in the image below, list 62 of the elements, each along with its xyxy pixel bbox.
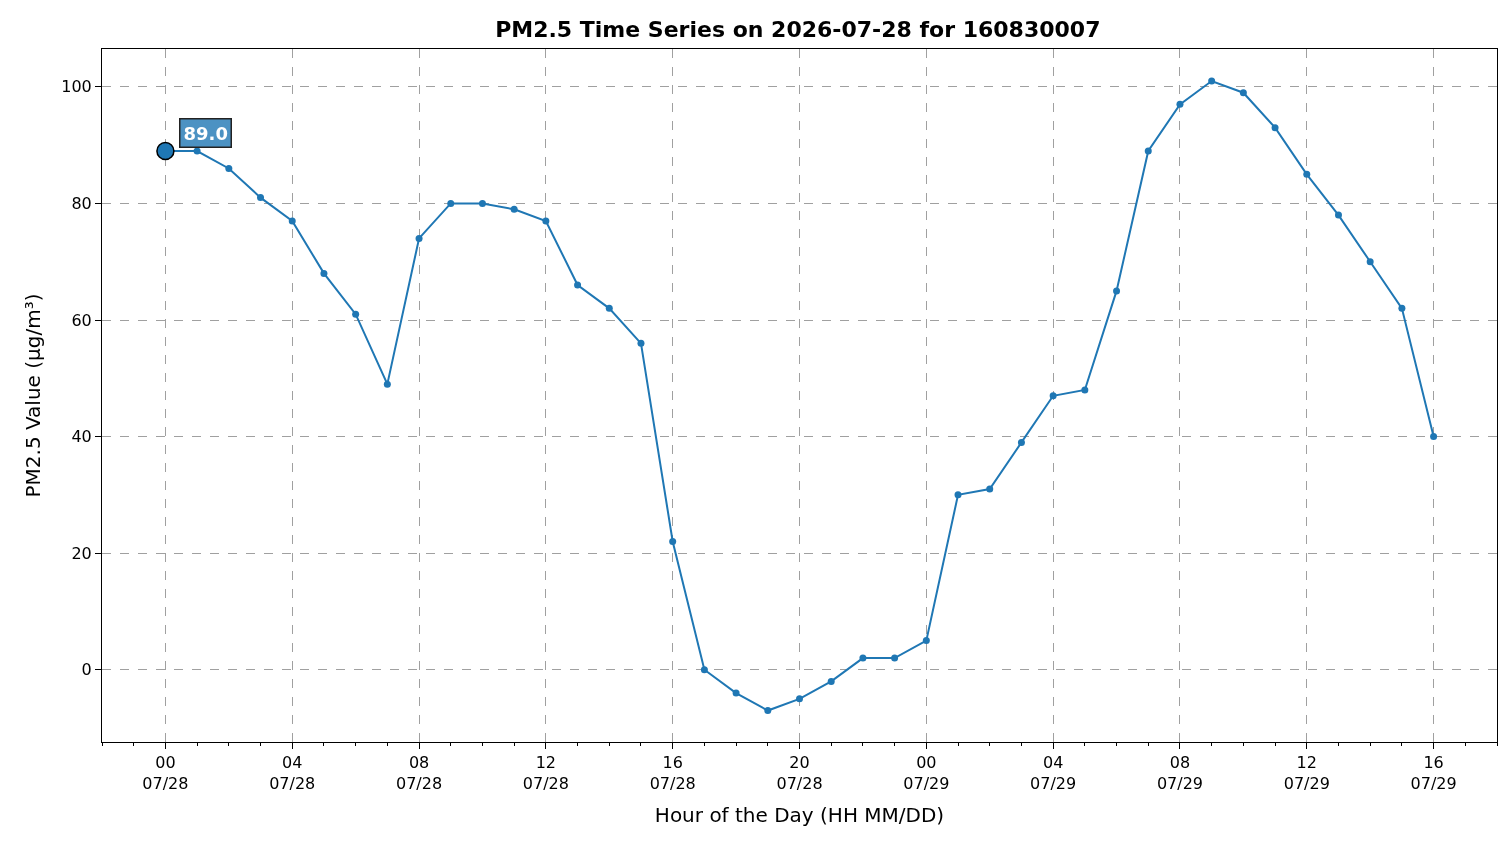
x-tick-label: 04 07/29 [1030, 753, 1077, 793]
point [1430, 433, 1438, 441]
point [1208, 77, 1216, 85]
annotation: 89.0 [183, 122, 228, 144]
point [225, 164, 233, 172]
point [1303, 170, 1311, 178]
point [605, 304, 613, 312]
chart-title: PM2.5 Time Series on 2026-07-28 for 160830007 [495, 16, 1101, 42]
x-tick-label: 16 07/29 [1410, 753, 1457, 793]
x-tick-label: 00 07/29 [903, 753, 950, 793]
x-axis-title: Hour of the Day (HH MM/DD) [654, 802, 945, 827]
point [510, 205, 518, 213]
point [732, 689, 740, 697]
y-tick-label: 100 [61, 77, 92, 97]
point [1113, 287, 1121, 295]
point [700, 666, 708, 674]
point [827, 677, 835, 685]
point [1366, 258, 1374, 266]
point [193, 147, 201, 155]
point [478, 199, 486, 207]
point [764, 707, 772, 715]
y-axis-title: PM2.5 Value (µg/m³) [20, 293, 45, 498]
point [1049, 392, 1057, 400]
point [922, 637, 930, 645]
y-tick-label: 40 [71, 427, 92, 447]
point [891, 654, 899, 662]
point [542, 217, 550, 225]
point [352, 310, 360, 318]
point [1017, 438, 1025, 446]
point [1334, 211, 1342, 219]
x-tick-label: 08 07/28 [396, 753, 443, 793]
x-tick-label: 08 07/29 [1156, 753, 1203, 793]
point [669, 538, 677, 545]
point [859, 654, 867, 662]
y-tick-label: 0 [81, 660, 92, 680]
point [796, 695, 803, 703]
point [1144, 147, 1152, 155]
point [288, 217, 296, 225]
point [1239, 89, 1247, 97]
point [447, 199, 455, 207]
y-tick-label: 20 [71, 543, 92, 563]
point [954, 491, 962, 499]
point [1271, 124, 1279, 132]
point [986, 485, 994, 493]
point [257, 194, 265, 202]
point [574, 281, 582, 289]
x-tick-label: 16 07/28 [649, 753, 696, 793]
point [637, 339, 645, 347]
x-tick-label: 20 07/28 [776, 753, 823, 793]
point [1176, 100, 1184, 108]
y-tick-label: 60 [71, 310, 92, 330]
point [1398, 304, 1406, 312]
point [415, 234, 423, 242]
point [320, 269, 328, 277]
x-tick-label: 12 07/29 [1283, 753, 1330, 793]
point [1081, 386, 1089, 394]
point [383, 380, 391, 388]
x-tick-label: 04 07/28 [269, 753, 316, 793]
x-tick-label: 12 07/28 [522, 753, 569, 793]
x-tick-label: 00 07/28 [142, 753, 189, 793]
y-tick-label: 80 [71, 194, 92, 214]
point [156, 141, 175, 161]
